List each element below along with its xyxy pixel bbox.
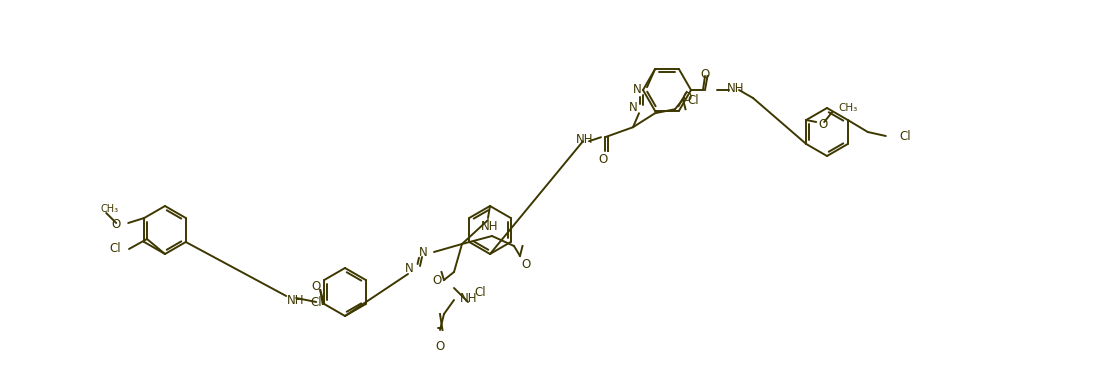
- Text: N: N: [405, 261, 414, 274]
- Text: O: O: [111, 218, 121, 232]
- Text: O: O: [521, 258, 531, 271]
- Text: N: N: [633, 83, 642, 96]
- Text: O: O: [436, 340, 444, 353]
- Text: N: N: [630, 101, 638, 114]
- Text: O: O: [682, 91, 691, 104]
- Text: N: N: [419, 246, 428, 259]
- Text: Cl: Cl: [687, 94, 699, 107]
- Text: CH₃: CH₃: [100, 204, 118, 214]
- Text: O: O: [818, 117, 827, 130]
- Text: NH: NH: [286, 294, 304, 306]
- Text: Cl: Cl: [474, 285, 486, 299]
- Text: NH: NH: [482, 220, 499, 233]
- Text: O: O: [432, 273, 442, 287]
- Text: O: O: [598, 153, 608, 166]
- Text: CH₃: CH₃: [838, 103, 858, 113]
- Text: NH: NH: [727, 82, 745, 94]
- Text: Cl: Cl: [900, 129, 912, 143]
- Text: O: O: [700, 68, 710, 80]
- Text: NH: NH: [460, 291, 477, 305]
- Text: Cl: Cl: [310, 296, 323, 309]
- Text: NH: NH: [576, 133, 593, 146]
- Text: O: O: [312, 279, 320, 293]
- Text: Cl: Cl: [110, 241, 121, 255]
